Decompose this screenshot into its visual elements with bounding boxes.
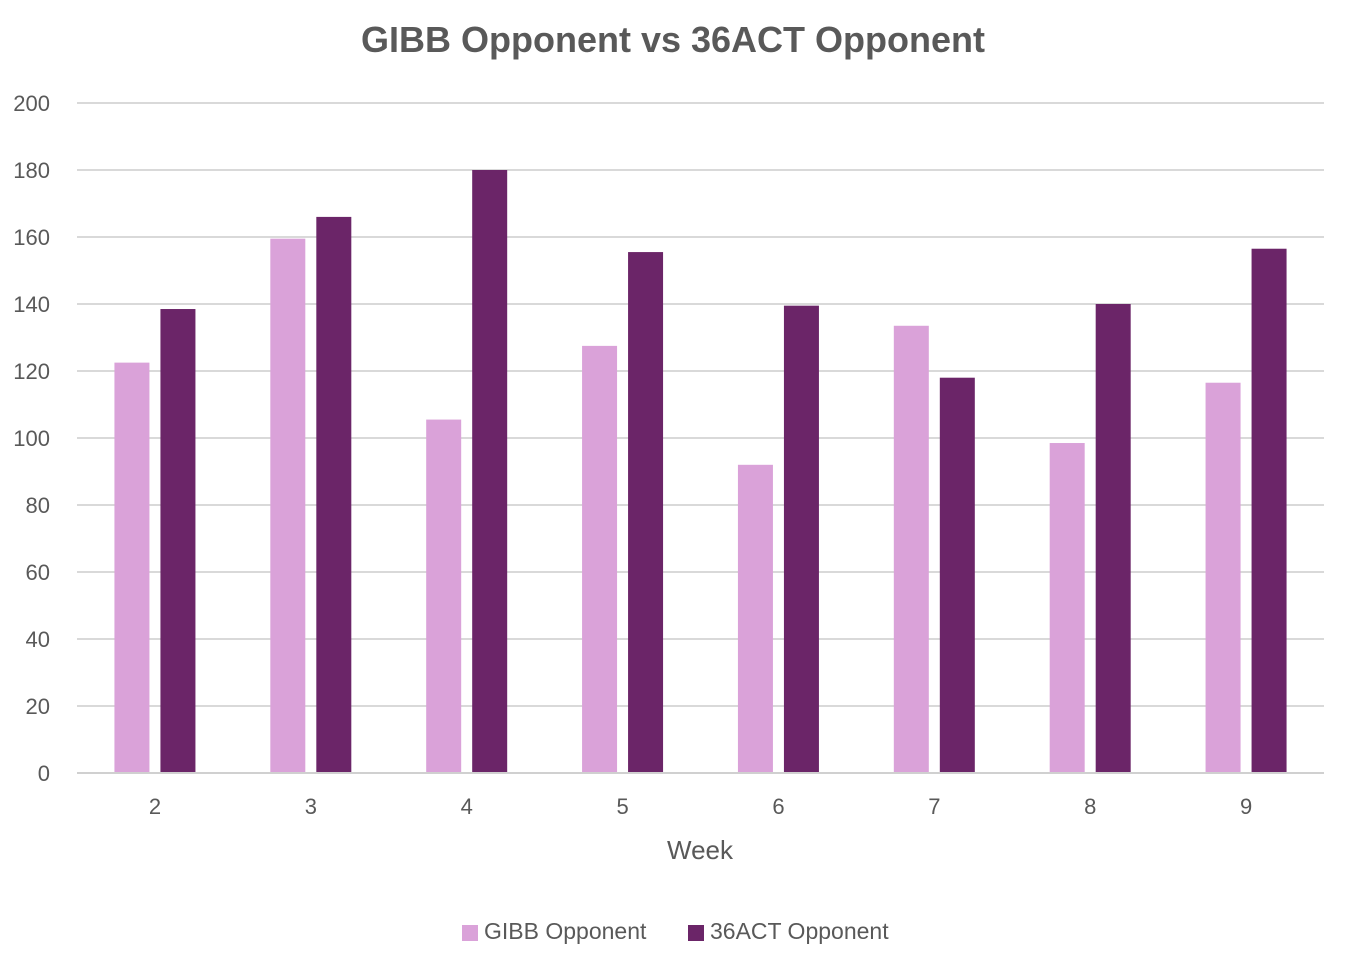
bar-36act-week-8 xyxy=(1095,304,1131,773)
bar-36act-week-3 xyxy=(316,216,352,773)
y-tick-label: 160 xyxy=(13,225,50,250)
bar-gibb-week-6 xyxy=(737,464,773,773)
chart-title: GIBB Opponent vs 36ACT Opponent xyxy=(361,19,985,60)
x-axis-title: Week xyxy=(667,835,734,865)
x-tick-label: 3 xyxy=(305,794,317,819)
bars xyxy=(114,170,1287,774)
bar-36act-week-2 xyxy=(160,309,196,773)
bar-gibb-week-7 xyxy=(893,325,929,773)
x-tick-label: 2 xyxy=(149,794,161,819)
bar-36act-week-5 xyxy=(628,252,664,773)
bar-36act-week-9 xyxy=(1251,248,1287,774)
bar-gibb-week-3 xyxy=(270,238,306,774)
bar-gibb-week-2 xyxy=(114,362,150,773)
legend: GIBB Opponent 36ACT Opponent xyxy=(462,918,889,944)
y-tick-label: 20 xyxy=(26,694,50,719)
y-tick-label: 80 xyxy=(26,493,50,518)
bar-36act-week-7 xyxy=(939,377,975,773)
y-tick-label: 180 xyxy=(13,158,50,183)
x-tick-label: 4 xyxy=(461,794,473,819)
bar-gibb-week-4 xyxy=(426,419,462,773)
y-tick-label: 200 xyxy=(13,91,50,116)
y-tick-label: 0 xyxy=(38,761,50,786)
x-tick-label: 6 xyxy=(772,794,784,819)
y-tick-label: 100 xyxy=(13,426,50,451)
gridlines xyxy=(77,102,1324,707)
y-axis-ticks: 0 20 40 60 80 100 120 140 160 180 200 xyxy=(13,91,50,786)
bar-gibb-week-5 xyxy=(582,345,618,773)
x-tick-label: 7 xyxy=(928,794,940,819)
bar-gibb-week-9 xyxy=(1205,382,1241,773)
legend-swatch xyxy=(688,925,704,941)
y-tick-label: 120 xyxy=(13,359,50,384)
bar-36act-week-4 xyxy=(472,170,508,773)
legend-label: GIBB Opponent xyxy=(484,918,647,944)
y-tick-label: 40 xyxy=(26,627,50,652)
bar-36act-week-6 xyxy=(783,305,819,773)
bar-gibb-week-8 xyxy=(1049,443,1085,773)
legend-label: 36ACT Opponent xyxy=(710,918,889,944)
y-tick-label: 140 xyxy=(13,292,50,317)
x-tick-label: 5 xyxy=(616,794,628,819)
x-axis-ticks: 2 3 4 5 6 7 8 9 xyxy=(149,794,1252,819)
y-tick-label: 60 xyxy=(26,560,50,585)
x-tick-label: 8 xyxy=(1084,794,1096,819)
x-tick-label: 9 xyxy=(1240,794,1252,819)
legend-swatch xyxy=(462,925,478,941)
